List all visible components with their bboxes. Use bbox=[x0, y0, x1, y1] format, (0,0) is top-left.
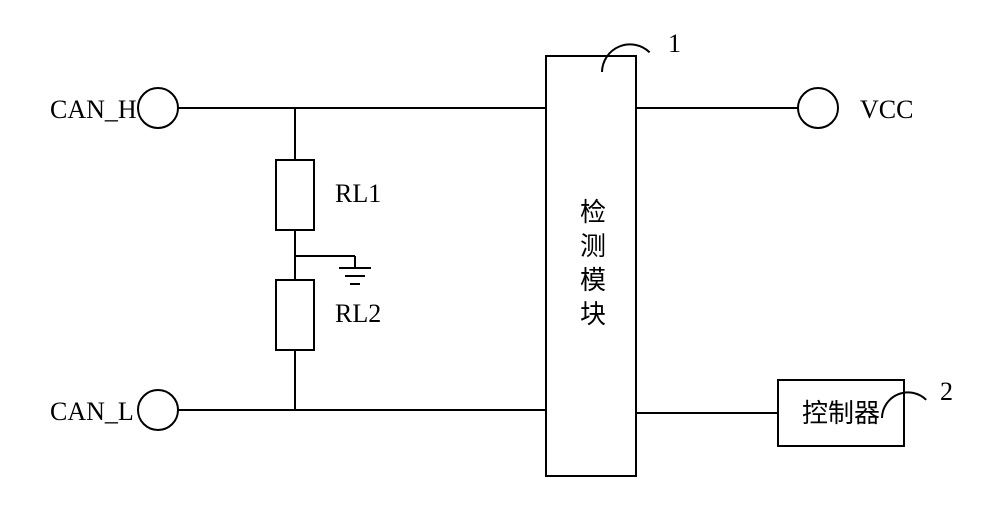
rl1-label: RL1 bbox=[335, 179, 381, 208]
ref-mark-2-label: 2 bbox=[940, 377, 953, 406]
can-l-terminal bbox=[138, 390, 178, 430]
controller-label: 控制器 bbox=[802, 399, 880, 428]
rl2-resistor bbox=[276, 280, 314, 350]
rl2-label: RL2 bbox=[335, 299, 381, 328]
vcc-label: VCC bbox=[860, 95, 913, 124]
detection-module-label: 检测模块 bbox=[546, 116, 636, 416]
ref-mark-1-label: 1 bbox=[668, 29, 681, 58]
can-h-terminal bbox=[138, 88, 178, 128]
rl1-resistor bbox=[276, 160, 314, 230]
can-h-label: CAN_H bbox=[50, 95, 137, 124]
can-l-label: CAN_L bbox=[50, 397, 134, 426]
vcc-terminal bbox=[798, 88, 838, 128]
